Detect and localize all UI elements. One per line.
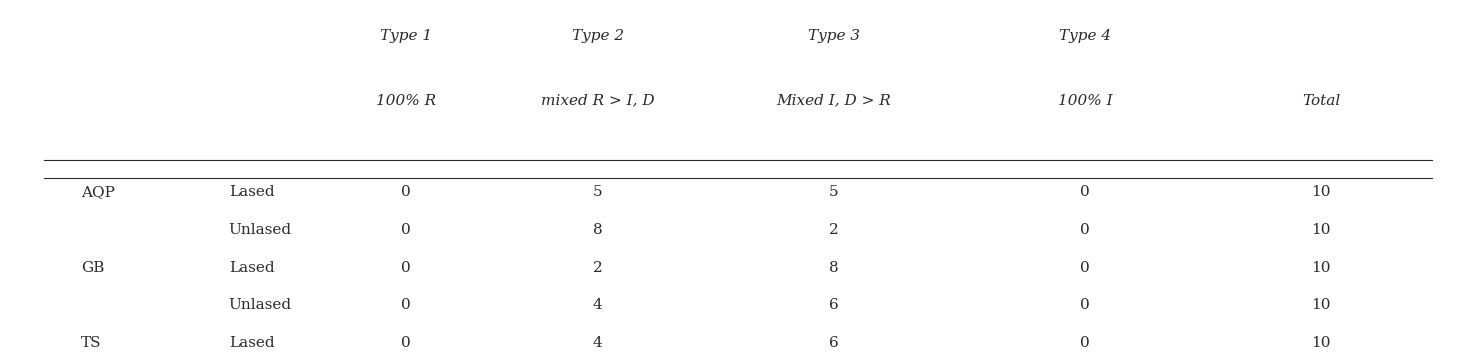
Text: Unlased: Unlased [229, 223, 292, 237]
Text: 100% R: 100% R [376, 94, 435, 108]
Text: GB: GB [81, 261, 105, 275]
Text: 10: 10 [1311, 185, 1331, 199]
Text: 6: 6 [830, 298, 838, 312]
Text: 10: 10 [1311, 298, 1331, 312]
Text: TS: TS [81, 336, 102, 350]
Text: 8: 8 [830, 261, 838, 275]
Text: Lased: Lased [229, 185, 275, 199]
Text: 0: 0 [401, 336, 410, 350]
Text: 4: 4 [593, 336, 602, 350]
Text: 2: 2 [830, 223, 838, 237]
Text: Type 3: Type 3 [807, 29, 861, 43]
Text: 8: 8 [593, 223, 602, 237]
Text: Type 1: Type 1 [379, 29, 432, 43]
Text: 5: 5 [593, 185, 602, 199]
Text: 10: 10 [1311, 336, 1331, 350]
Text: Mixed I, D > R: Mixed I, D > R [776, 94, 892, 108]
Text: Type 4: Type 4 [1058, 29, 1111, 43]
Text: 5: 5 [830, 185, 838, 199]
Text: 4: 4 [593, 298, 602, 312]
Text: 0: 0 [1080, 185, 1089, 199]
Text: 0: 0 [1080, 223, 1089, 237]
Text: Type 2: Type 2 [571, 29, 624, 43]
Text: AQP: AQP [81, 185, 115, 199]
Text: Lased: Lased [229, 261, 275, 275]
Text: 0: 0 [401, 223, 410, 237]
Text: 10: 10 [1311, 223, 1331, 237]
Text: Total: Total [1302, 94, 1340, 108]
Text: 0: 0 [401, 185, 410, 199]
Text: 0: 0 [1080, 298, 1089, 312]
Text: Unlased: Unlased [229, 298, 292, 312]
Text: 0: 0 [1080, 261, 1089, 275]
Text: 0: 0 [401, 298, 410, 312]
Text: 2: 2 [593, 261, 602, 275]
Text: 10: 10 [1311, 261, 1331, 275]
Text: 6: 6 [830, 336, 838, 350]
Text: 100% I: 100% I [1057, 94, 1113, 108]
Text: 0: 0 [401, 261, 410, 275]
Text: mixed R > I, D: mixed R > I, D [542, 94, 654, 108]
Text: Lased: Lased [229, 336, 275, 350]
Text: 0: 0 [1080, 336, 1089, 350]
